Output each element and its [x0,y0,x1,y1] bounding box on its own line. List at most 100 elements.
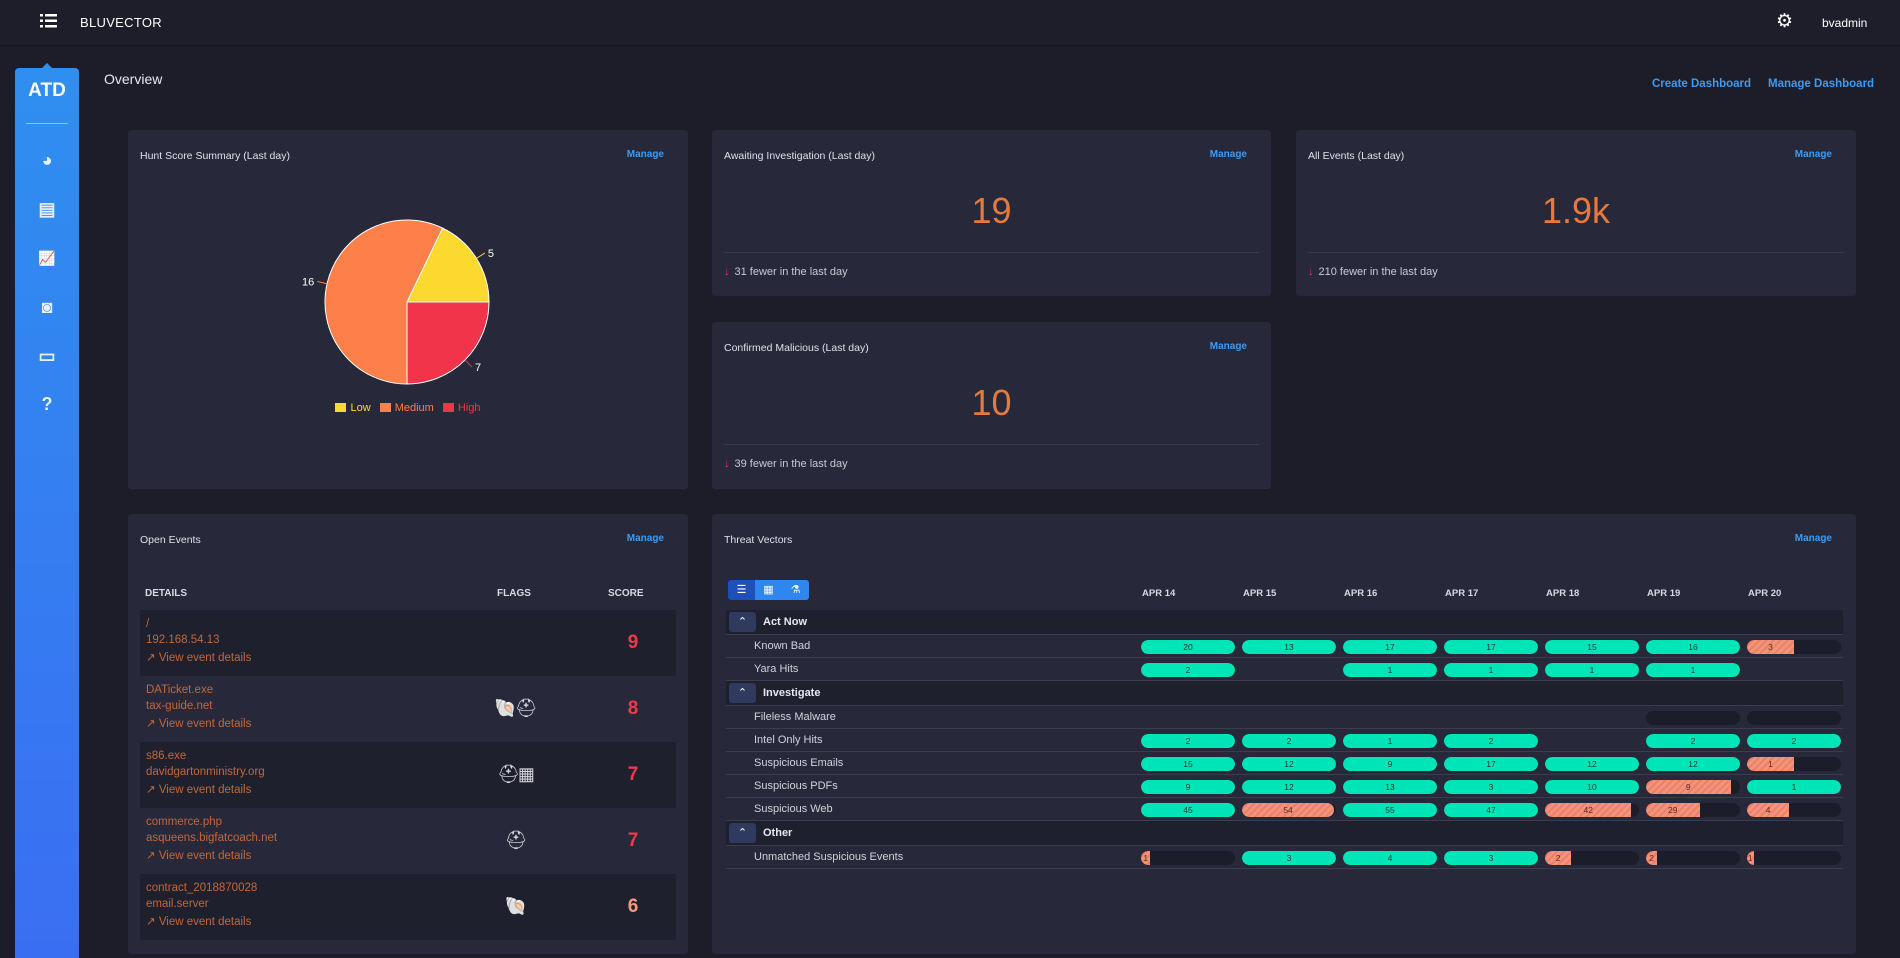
vector-row: Intel Only Hits 2 2 1 2 2 2 [726,729,1843,752]
event-filename: DATicket.exe [146,684,214,696]
manage-button[interactable]: Manage [1794,533,1832,544]
manage-button[interactable]: Manage [1209,341,1247,352]
menu-icon[interactable] [40,14,57,28]
manage-button[interactable]: Manage [1794,149,1832,160]
legend-high[interactable]: High [442,402,481,414]
manage-button[interactable]: Manage [626,149,664,160]
vector-count-bar[interactable]: 3 [1444,780,1538,794]
collapse-chevron-icon[interactable]: ⌃ [729,823,756,843]
bar-fill: 1 [1747,757,1794,771]
vector-count-bar[interactable]: 9 [1141,780,1235,794]
bar-fill: 2 [1747,734,1841,748]
vector-count-bar[interactable]: 2 [1646,734,1740,748]
event-filename: / [146,618,150,630]
search-document-icon[interactable]: ◙ [41,297,53,317]
help-icon[interactable]: ? [41,394,53,414]
line-chart-icon[interactable]: 📈 [38,250,56,266]
vector-count-bar[interactable]: 42 [1545,803,1639,817]
vector-count-bar[interactable]: 1 [1747,851,1841,865]
vector-count-bar[interactable]: 17 [1444,757,1538,771]
vector-count-bar[interactable]: 13 [1343,780,1437,794]
vector-count-bar[interactable]: 20 [1141,640,1235,654]
server-icon[interactable]: ▭ [38,346,56,366]
vector-count-bar[interactable]: 9 [1646,780,1740,794]
vector-count-bar[interactable]: 12 [1646,757,1740,771]
vector-count-bar[interactable]: 12 [1242,757,1336,771]
chart-legend: Low Medium High [128,402,688,414]
bar-fill: 17 [1444,757,1538,771]
pie-chart-icon[interactable]: ◕ [41,150,53,170]
vector-count-bar[interactable]: 12 [1242,780,1336,794]
vector-count-bar[interactable]: 1 [1343,734,1437,748]
vector-count-bar[interactable]: 54 [1242,803,1336,817]
column-header-flags[interactable]: FLAGS [497,588,531,599]
view-event-details-link[interactable]: ↗ View event details [146,848,251,862]
vector-count-bar[interactable]: 1 [1444,663,1538,677]
legend-medium[interactable]: Medium [379,402,434,414]
vector-row: Suspicious Emails 15 12 9 17 12 12 1 [726,752,1843,775]
manage-button[interactable]: Manage [626,533,664,544]
vector-count-bar[interactable]: 1 [1141,851,1235,865]
column-header-details[interactable]: DETAILS [145,588,188,599]
vector-count-bar[interactable]: 13 [1242,640,1336,654]
vector-count-bar[interactable]: 2 [1545,851,1639,865]
vector-count-bar[interactable]: 1 [1747,780,1841,794]
vector-count-bar[interactable]: 4 [1747,803,1841,817]
vector-count-bar[interactable]: 9 [1343,757,1437,771]
vector-count-bar[interactable]: 1 [1343,663,1437,677]
event-row[interactable]: contract_2018870028 email.server ↗ View ev… [140,874,676,940]
vector-count-bar[interactable]: 45 [1141,803,1235,817]
delta-text: 210 fewer in the last day [1318,266,1438,278]
vector-count-bar[interactable]: 2 [1646,851,1740,865]
vector-count-bar[interactable]: 2 [1747,734,1841,748]
vector-count-bar[interactable]: 17 [1343,640,1437,654]
event-row[interactable]: / 192.168.54.13 ↗ View event details 9 [140,610,676,676]
vector-count-bar[interactable]: 15 [1545,640,1639,654]
view-event-details-link[interactable]: ↗ View event details [146,716,251,730]
vector-count-bar[interactable]: 15 [1141,757,1235,771]
manage-dashboard-link[interactable]: Manage Dashboard [1768,78,1875,90]
vector-count-bar[interactable]: 4 [1343,851,1437,865]
event-row[interactable]: commerce.php asqueens.bigfatcoach.net ↗ Vi… [140,808,676,874]
app-logo[interactable]: ATD [28,80,66,101]
list-view-button[interactable]: ☰ [728,580,755,600]
calendar-icon[interactable]: ▤ [38,199,56,219]
vector-count-bar[interactable]: 2 [1141,663,1235,677]
vector-count-bar[interactable]: 2 [1242,734,1336,748]
lab-view-button[interactable]: ⚗ [782,580,809,600]
vector-count-bar[interactable]: 2 [1141,734,1235,748]
vector-count-bar[interactable]: 3 [1747,640,1841,654]
bar-fill: 29 [1646,803,1700,817]
vector-count-bar[interactable]: 29 [1646,803,1740,817]
user-menu[interactable]: bvadmin [1822,16,1868,30]
collapse-chevron-icon[interactable]: ⌃ [729,612,756,632]
vector-count-bar[interactable] [1747,711,1841,725]
vector-count-bar[interactable]: 1 [1646,663,1740,677]
view-event-details-link[interactable]: ↗ View event details [146,914,251,928]
column-header-score[interactable]: SCORE [608,588,644,599]
vector-count-bar[interactable]: 2 [1444,734,1538,748]
vector-count-bar[interactable]: 1 [1747,757,1841,771]
vector-count-bar[interactable]: 10 [1545,780,1639,794]
vector-count-bar[interactable]: 55 [1343,803,1437,817]
manage-button[interactable]: Manage [1209,149,1247,160]
create-dashboard-link[interactable]: Create Dashboard [1652,78,1752,90]
view-event-details-link[interactable]: ↗ View event details [146,782,251,796]
vector-count-bar[interactable] [1646,711,1740,725]
vector-count-bar[interactable]: 3 [1242,851,1336,865]
vector-count-bar[interactable]: 17 [1444,640,1538,654]
vector-count-bar[interactable]: 16 [1646,640,1740,654]
pie-slice-low[interactable] [406,227,490,303]
vector-count-bar[interactable]: 12 [1545,757,1639,771]
collapse-chevron-icon[interactable]: ⌃ [729,683,756,703]
gear-icon[interactable]: ⚙ [1776,11,1794,32]
event-row[interactable]: s86.exe davidgartonministry.org ↗ View eve… [140,742,676,808]
table-view-button[interactable]: ▦ [755,580,782,600]
vector-count-bar[interactable]: 47 [1444,803,1538,817]
vector-count-bar[interactable]: 3 [1444,851,1538,865]
event-row[interactable]: DATicket.exe tax-guide.net ↗ View event de… [140,676,676,742]
view-event-details-link[interactable]: ↗ View event details [146,650,251,664]
panel-title: Confirmed Malicious (Last day) [724,342,869,354]
legend-low[interactable]: Low [335,402,371,414]
vector-count-bar[interactable]: 1 [1545,663,1639,677]
